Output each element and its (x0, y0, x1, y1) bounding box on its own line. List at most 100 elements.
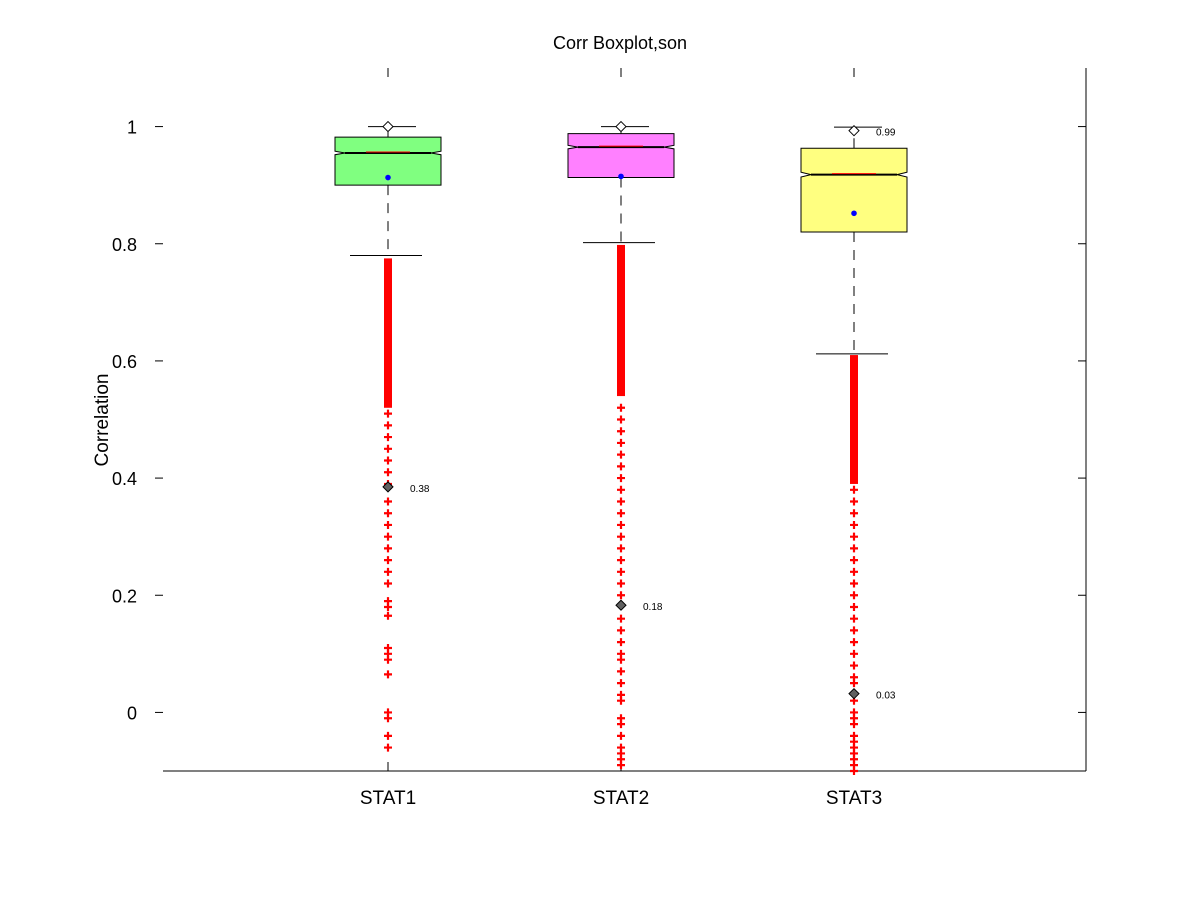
outlier-point (617, 520, 625, 529)
outlier-dense-band (384, 258, 392, 408)
outlier-point (617, 474, 625, 483)
max-marker-label: 0.99 (876, 128, 896, 139)
y-tick-label: 0.8 (112, 235, 137, 255)
min-marker (848, 687, 860, 700)
outlier-point (384, 670, 392, 679)
outlier-point (850, 497, 858, 506)
y-axis-label: Correlation (92, 374, 113, 467)
outlier-point (850, 544, 858, 553)
outlier-point (384, 743, 392, 752)
x-tick-label-stat1: STAT1 (360, 788, 416, 809)
outlier-dense-band (850, 355, 858, 484)
outlier-point (384, 579, 392, 588)
outlier-point (850, 556, 858, 565)
outlier-point (384, 611, 392, 620)
axes: 0 0.2 0.4 0.6 0.8 1 STAT1 STAT2 STAT3 (112, 68, 1087, 809)
outlier-point (850, 532, 858, 541)
outlier-point (617, 591, 625, 600)
y-tick-label: 0.6 (112, 352, 137, 372)
outlier-point (384, 509, 392, 518)
outlier-point (384, 714, 392, 723)
min-marker-label: 0.38 (410, 484, 430, 495)
outlier-point (384, 497, 392, 506)
outlier-point (384, 421, 392, 430)
outlier-point (384, 556, 392, 565)
outlier-point (850, 649, 858, 658)
outlier-point (384, 520, 392, 529)
outlier-point (384, 602, 392, 611)
outlier-point (617, 655, 625, 664)
min-marker-label: 0.03 (876, 691, 896, 702)
outlier-point (850, 520, 858, 529)
outlier-point (617, 485, 625, 494)
outlier-point (850, 720, 858, 729)
outlier-point (617, 579, 625, 588)
outlier-dense-band (617, 244, 625, 397)
outlier-point (384, 409, 392, 418)
outlier-point (617, 450, 625, 459)
mean-dot (385, 174, 391, 181)
outlier-point (850, 626, 858, 635)
outlier-point (617, 497, 625, 506)
box-stat3 (800, 147, 908, 233)
outlier-point (850, 602, 858, 611)
outlier-point (384, 468, 392, 477)
outlier-point (617, 509, 625, 518)
x-tick-label-stat2: STAT2 (593, 788, 649, 809)
box-stat2 (567, 133, 675, 179)
outlier-point (850, 614, 858, 623)
max-marker (382, 120, 394, 133)
max-marker (848, 124, 860, 137)
outlier-point (617, 427, 625, 436)
box-group-stat1: 0.38 (334, 120, 442, 752)
chart-title: Corr Boxplot,son (553, 33, 687, 53)
outlier-point (384, 731, 392, 740)
mean-dot (618, 173, 624, 180)
boxes: 0.38 0.18 0.99 0.03 (334, 120, 908, 775)
box-stat1 (334, 136, 442, 186)
outlier-point (617, 532, 625, 541)
outlier-point (617, 556, 625, 565)
outlier-point (850, 579, 858, 588)
outlier-point (617, 403, 625, 412)
outlier-point (617, 761, 625, 770)
outlier-point (617, 415, 625, 424)
y-tick-label: 0 (127, 703, 137, 723)
outlier-point (384, 456, 392, 465)
min-marker (615, 599, 627, 611)
y-tick-label: 0.2 (112, 586, 137, 606)
y-tick-label: 0.4 (112, 469, 137, 489)
outlier-point (617, 696, 625, 705)
outlier-point (384, 567, 392, 576)
box-group-stat3: 0.99 0.03 (800, 124, 908, 775)
outlier-point (850, 567, 858, 576)
outlier-point (617, 567, 625, 576)
outlier-point (384, 444, 392, 453)
box-group-stat2: 0.18 (567, 120, 675, 770)
x-tick-label-stat3: STAT3 (826, 788, 882, 809)
outlier-point (850, 509, 858, 518)
min-marker-label: 0.18 (643, 602, 663, 613)
outlier-point (850, 679, 858, 688)
outlier-point (384, 655, 392, 664)
outlier-point (617, 544, 625, 553)
outlier-point (850, 591, 858, 600)
outlier-point (384, 433, 392, 442)
y-tick-label: 1 (127, 118, 137, 138)
outlier-point (617, 679, 625, 688)
outlier-point (850, 485, 858, 494)
outlier-point (617, 638, 625, 647)
outlier-point (384, 544, 392, 553)
outlier-point (384, 532, 392, 541)
outlier-point (617, 438, 625, 447)
outlier-point (850, 638, 858, 647)
outlier-point (850, 661, 858, 670)
min-marker (382, 481, 394, 493)
max-marker (615, 120, 627, 133)
outlier-point (617, 731, 625, 740)
mean-dot (851, 210, 857, 217)
outlier-point (617, 462, 625, 471)
outlier-point (617, 667, 625, 676)
